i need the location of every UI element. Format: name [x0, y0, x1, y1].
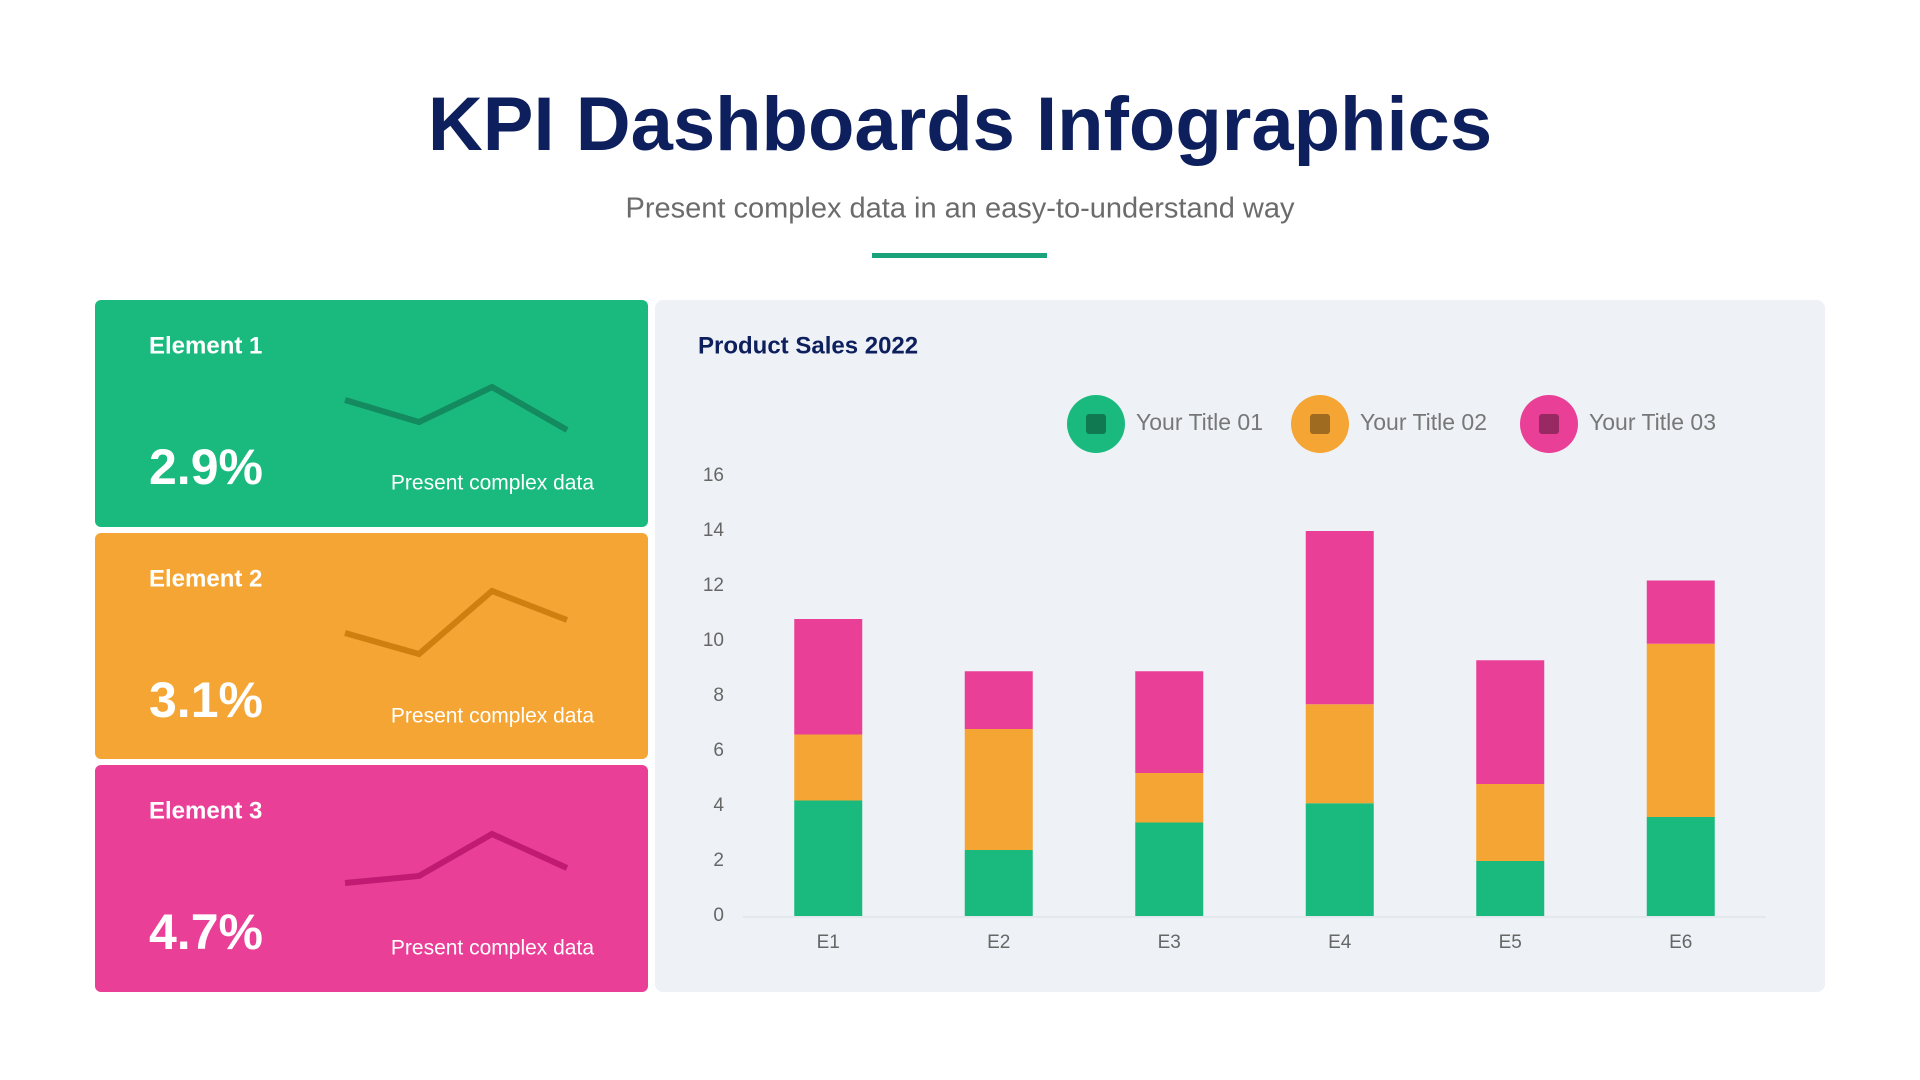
y-tick-label: 6: [713, 740, 724, 761]
bar-segment: [1646, 643, 1715, 817]
legend-icon: [1310, 414, 1330, 434]
legend-swatch: [1291, 395, 1349, 453]
bar-segment: [1305, 704, 1374, 804]
y-tick-label: 10: [703, 630, 724, 651]
card-caption: Present complex data: [391, 705, 594, 728]
bar-segment: [964, 850, 1033, 916]
legend-label: Your Title 03: [1589, 409, 1716, 435]
card: [95, 300, 648, 527]
card: [95, 533, 648, 759]
x-tick-label: E4: [1328, 932, 1352, 953]
legend-icon: [1539, 414, 1559, 434]
bar-segment: [964, 729, 1033, 850]
bar-segment: [1135, 822, 1204, 916]
y-tick-label: 14: [703, 520, 725, 541]
card-label: Element 2: [149, 565, 262, 592]
bar-segment: [794, 734, 863, 801]
sparkline: [344, 383, 569, 433]
y-tick-label: 2: [713, 850, 724, 871]
x-tick-label: E2: [987, 932, 1010, 953]
card-label: Element 3: [149, 797, 262, 824]
y-tick-label: 12: [703, 575, 724, 596]
bar-segment: [1646, 817, 1715, 916]
bar-segment: [1476, 784, 1545, 861]
x-tick-label: E5: [1499, 932, 1522, 953]
x-tick-label: E1: [817, 932, 840, 953]
bar-segment: [794, 800, 863, 916]
legend-swatch: [1520, 395, 1578, 453]
card-label: Element 1: [149, 332, 262, 359]
card-caption: Present complex data: [391, 937, 594, 960]
x-tick-label: E6: [1669, 932, 1692, 953]
sparkline: [344, 830, 569, 886]
bar-segment: [1135, 671, 1204, 773]
bar-segment: [794, 619, 863, 735]
chart-title: Product Sales 2022: [698, 332, 918, 359]
card-caption: Present complex data: [391, 472, 594, 495]
legend-icon: [1086, 414, 1106, 434]
card-value: 3.1%: [149, 672, 263, 728]
title: KPI Dashboards Infographics: [428, 82, 1492, 167]
y-tick-label: 16: [703, 465, 724, 486]
y-tick-label: 4: [713, 795, 724, 816]
legend-label: Your Title 01: [1136, 409, 1263, 435]
bar-segment: [964, 671, 1033, 729]
bar-segment: [1305, 803, 1374, 916]
card-value: 4.7%: [149, 904, 263, 960]
bar-segment: [1476, 660, 1545, 784]
y-tick-label: 0: [713, 905, 724, 926]
card-value: 2.9%: [149, 439, 263, 495]
bar-segment: [1646, 580, 1715, 644]
legend-label: Your Title 02: [1360, 409, 1487, 435]
sparkline: [344, 587, 569, 658]
bar-segment: [1476, 861, 1545, 916]
legend-swatch: [1067, 395, 1125, 453]
x-tick-label: E3: [1158, 932, 1181, 953]
bar-segment: [1305, 531, 1374, 705]
subtitle: Present complex data in an easy-to-under…: [626, 193, 1295, 225]
bar-segment: [1135, 773, 1204, 823]
divider: [872, 253, 1047, 258]
y-tick-label: 8: [713, 685, 724, 706]
